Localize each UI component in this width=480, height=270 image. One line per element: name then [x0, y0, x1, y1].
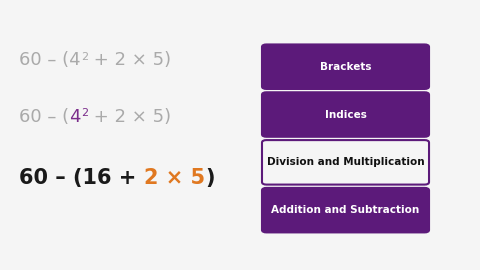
Text: Indices: Indices — [324, 110, 366, 120]
FancyBboxPatch shape — [262, 92, 429, 137]
Text: 60 – (4: 60 – (4 — [19, 51, 81, 69]
Text: + 2 × 5): + 2 × 5) — [88, 107, 171, 126]
Text: Division and Multiplication: Division and Multiplication — [267, 157, 424, 167]
Text: 60 – (: 60 – ( — [19, 107, 69, 126]
Text: Brackets: Brackets — [320, 62, 371, 72]
Text: Addition and Subtraction: Addition and Subtraction — [271, 205, 420, 215]
Text: 2: 2 — [81, 109, 88, 119]
Text: 2: 2 — [81, 52, 88, 62]
FancyBboxPatch shape — [262, 188, 429, 232]
Text: 4: 4 — [69, 107, 81, 126]
FancyBboxPatch shape — [262, 45, 429, 89]
Text: 2 × 5: 2 × 5 — [144, 168, 205, 188]
Text: 60 – (16 +: 60 – (16 + — [19, 168, 144, 188]
Text: ): ) — [205, 168, 215, 188]
Text: + 2 × 5): + 2 × 5) — [88, 51, 171, 69]
FancyBboxPatch shape — [262, 140, 429, 185]
